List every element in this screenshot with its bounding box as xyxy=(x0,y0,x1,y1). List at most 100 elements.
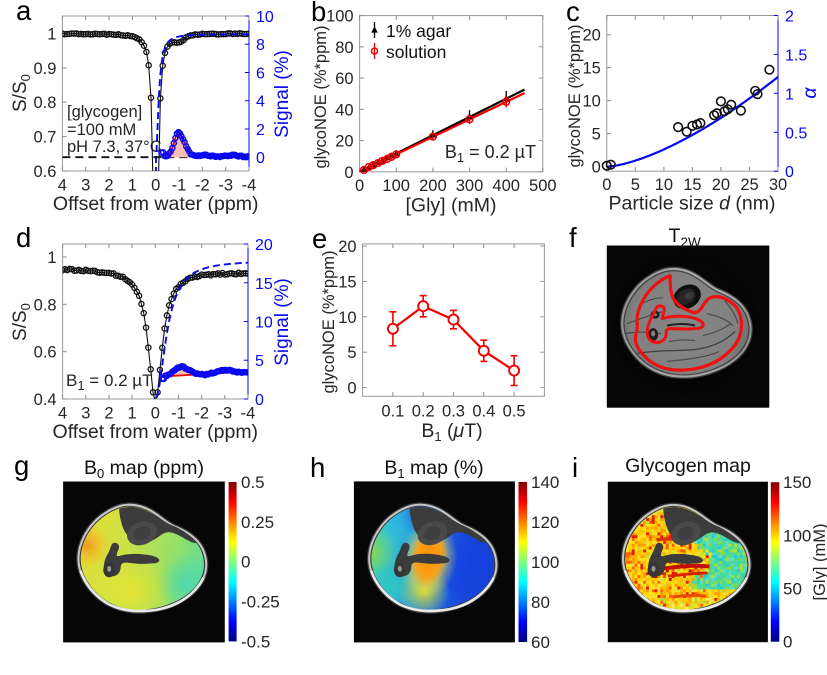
svg-text:-1: -1 xyxy=(172,177,187,195)
svg-text:0: 0 xyxy=(602,176,611,194)
svg-text:B0 map (ppm): B0 map (ppm) xyxy=(84,457,204,481)
svg-text:=100 mM: =100 mM xyxy=(67,121,136,139)
svg-text:20: 20 xyxy=(338,238,356,256)
svg-text:-1: -1 xyxy=(171,405,186,423)
svg-text:d: d xyxy=(16,222,31,253)
svg-text:60: 60 xyxy=(335,70,353,88)
svg-text:1: 1 xyxy=(128,177,137,195)
svg-text:25: 25 xyxy=(740,176,758,194)
svg-text:120: 120 xyxy=(531,513,559,532)
svg-text:Offset from water (ppm): Offset from water (ppm) xyxy=(53,421,259,443)
svg-text:2: 2 xyxy=(785,9,794,26)
svg-text:80: 80 xyxy=(335,39,353,57)
svg-text:0.1: 0.1 xyxy=(381,402,404,420)
svg-text:0: 0 xyxy=(783,633,792,652)
svg-text:B1 = 0.2 µT: B1 = 0.2 µT xyxy=(66,371,153,393)
svg-text:T: T xyxy=(669,225,681,247)
svg-text:100: 100 xyxy=(783,526,811,545)
svg-text:300: 300 xyxy=(456,177,484,195)
svg-text:20: 20 xyxy=(255,237,273,254)
svg-text:0: 0 xyxy=(151,177,160,195)
svg-text:B1 = 0.2 µT: B1 = 0.2 µT xyxy=(445,142,536,165)
svg-text:-3: -3 xyxy=(218,177,233,195)
svg-text:8: 8 xyxy=(256,37,265,54)
svg-text:10: 10 xyxy=(655,176,673,194)
svg-text:0: 0 xyxy=(592,159,601,177)
svg-text:2: 2 xyxy=(256,122,265,139)
svg-text:0: 0 xyxy=(256,150,265,167)
svg-text:0: 0 xyxy=(355,177,364,195)
svg-text:0.4: 0.4 xyxy=(34,391,57,409)
svg-text:0.5: 0.5 xyxy=(785,125,807,142)
svg-text:glycoNOE (%*ppm): glycoNOE (%*ppm) xyxy=(312,25,330,168)
svg-text:h: h xyxy=(310,452,325,483)
svg-text:1: 1 xyxy=(128,405,137,423)
svg-text:-4: -4 xyxy=(241,405,256,423)
svg-text:2W: 2W xyxy=(681,235,702,250)
svg-text:glycoNOE (%*ppm): glycoNOE (%*ppm) xyxy=(566,24,584,167)
svg-text:1% agar: 1% agar xyxy=(386,21,451,41)
svg-text:10: 10 xyxy=(338,309,356,327)
svg-text:i: i xyxy=(572,452,578,483)
svg-text:10: 10 xyxy=(582,93,600,111)
svg-text:f: f xyxy=(569,222,577,253)
svg-text:-0.25: -0.25 xyxy=(241,593,280,612)
svg-text:B1 (μT): B1 (μT) xyxy=(421,420,482,444)
svg-text:0: 0 xyxy=(785,164,794,181)
svg-text:500: 500 xyxy=(529,177,557,195)
svg-text:1: 1 xyxy=(47,249,56,267)
svg-text:40: 40 xyxy=(335,101,353,119)
svg-text:3: 3 xyxy=(81,405,90,423)
svg-text:3: 3 xyxy=(81,177,90,195)
svg-text:0.6: 0.6 xyxy=(33,163,56,181)
svg-text:c: c xyxy=(566,0,580,27)
svg-text:0: 0 xyxy=(241,553,250,572)
svg-text:0: 0 xyxy=(344,164,353,182)
svg-text:6: 6 xyxy=(256,66,265,83)
svg-text:4: 4 xyxy=(58,177,67,195)
svg-text:[Gly] (mM): [Gly] (mM) xyxy=(811,524,827,601)
svg-text:0.5: 0.5 xyxy=(241,473,265,492)
svg-text:-0.5: -0.5 xyxy=(241,632,270,651)
svg-text:solution: solution xyxy=(386,42,446,62)
svg-text:4: 4 xyxy=(256,94,265,111)
svg-text:[glycogen]: [glycogen] xyxy=(67,103,142,121)
svg-text:1.5: 1.5 xyxy=(785,47,807,64)
svg-text:0.8: 0.8 xyxy=(33,94,56,112)
svg-text:0.9: 0.9 xyxy=(33,60,56,78)
svg-text:-4: -4 xyxy=(242,177,257,195)
svg-text:2: 2 xyxy=(104,177,113,195)
svg-text:0.8: 0.8 xyxy=(34,296,57,314)
svg-text:10: 10 xyxy=(256,9,274,26)
svg-text:15: 15 xyxy=(338,273,356,291)
svg-text:glycoNOE (%*ppm): glycoNOE (%*ppm) xyxy=(320,250,338,393)
svg-text:5: 5 xyxy=(347,344,356,362)
svg-text:-2: -2 xyxy=(194,405,209,423)
svg-text:15: 15 xyxy=(683,176,701,194)
svg-text:4: 4 xyxy=(58,405,67,423)
svg-text:60: 60 xyxy=(531,633,550,652)
svg-text:-3: -3 xyxy=(217,405,232,423)
svg-text:2: 2 xyxy=(104,405,113,423)
svg-text:100: 100 xyxy=(326,8,354,26)
svg-text:15: 15 xyxy=(255,276,273,293)
svg-text:20: 20 xyxy=(712,176,730,194)
svg-text:100: 100 xyxy=(382,177,410,195)
svg-text:pH 7.3, 37°C: pH 7.3, 37°C xyxy=(67,138,162,156)
svg-text:20: 20 xyxy=(335,133,353,151)
svg-text:20: 20 xyxy=(582,27,600,45)
svg-text:e: e xyxy=(312,223,327,254)
svg-text:5: 5 xyxy=(255,353,264,370)
svg-text:400: 400 xyxy=(492,177,520,195)
svg-text:0.7: 0.7 xyxy=(33,129,56,147)
svg-text:30: 30 xyxy=(769,176,787,194)
svg-text:140: 140 xyxy=(531,473,559,492)
svg-text:80: 80 xyxy=(531,593,550,612)
svg-text:0: 0 xyxy=(255,392,264,409)
svg-text:0.3: 0.3 xyxy=(442,402,465,420)
svg-text:200: 200 xyxy=(419,177,447,195)
svg-text:0.6: 0.6 xyxy=(34,344,57,362)
svg-text:S/S0: S/S0 xyxy=(10,303,33,341)
svg-text:150: 150 xyxy=(783,473,811,492)
svg-text:100: 100 xyxy=(531,553,559,572)
